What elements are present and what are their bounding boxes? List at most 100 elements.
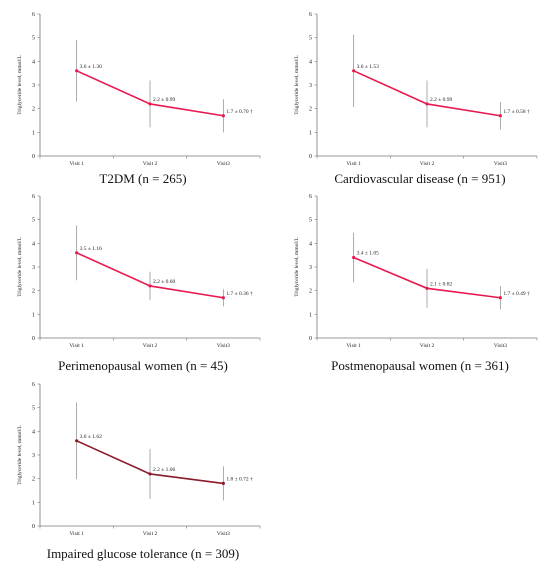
y-tick-label: 0 — [309, 154, 312, 160]
x-tick-label: Visit 1 — [69, 531, 84, 537]
data-point — [75, 251, 79, 255]
y-tick-label: 5 — [309, 36, 312, 42]
y-tick-label: 2 — [32, 289, 35, 295]
data-point — [75, 439, 79, 443]
data-label: 2.2 ± 0.99 — [430, 97, 453, 103]
y-tick-label: 6 — [32, 194, 35, 200]
y-tick-label: 5 — [32, 36, 35, 42]
data-point — [425, 286, 429, 290]
y-axis-label: Triglyceride level, mmol/L — [17, 425, 23, 485]
x-tick-label: Visit3 — [217, 161, 230, 167]
chart-panel-perimenopausal: 0 1 2 3 4 5 6 Visit 1 Visit 2 Visit3 Triglyceride … — [2, 186, 272, 376]
data-label: 3.5 ± 1.16 — [80, 246, 103, 252]
y-tick-label: 1 — [309, 130, 312, 136]
data-point — [221, 114, 225, 118]
y-tick-label: 1 — [309, 312, 312, 318]
x-tick-label: Visit 2 — [420, 161, 435, 167]
chart-caption: Impaired glucose tolerance (n = 309) — [46, 546, 240, 561]
y-axis-label: Triglyceride level, mmol/L — [17, 237, 23, 297]
data-label: 1.7 ± 0.36 † — [226, 291, 253, 297]
y-tick-label: 3 — [309, 265, 312, 271]
chart-svg: 0 1 2 3 4 5 6 Visit 1 Visit 2 Visit3 Triglyceride … — [17, 194, 261, 349]
x-tick-label: Visit 2 — [143, 343, 158, 349]
y-tick-label: 0 — [32, 524, 35, 530]
y-tick-label: 5 — [32, 406, 35, 412]
data-label: 3.6 ± 1.62 — [80, 434, 103, 440]
x-tick-label: Visit3 — [217, 531, 230, 537]
x-tick-label: Visit 1 — [69, 343, 84, 349]
y-tick-label: 6 — [309, 194, 312, 200]
chart-svg: 0 1 2 3 4 5 6 Visit 1 Visit 2 Visit3 Triglyceride … — [17, 382, 261, 537]
y-tick-label: 1 — [32, 500, 35, 506]
data-label: 2.2 ± 0.60 — [153, 279, 176, 285]
chart-panel-postmenopausal: 0 1 2 3 4 5 6 Visit 1 Visit 2 Visit3 Triglyceride … — [279, 186, 549, 376]
y-tick-label: 0 — [32, 154, 35, 160]
y-tick-label: 6 — [32, 382, 35, 388]
data-point — [221, 296, 225, 300]
data-label: 2.2 ± 1.06 — [153, 467, 176, 473]
y-tick-label: 1 — [32, 312, 35, 318]
y-tick-label: 4 — [32, 429, 35, 435]
y-tick-label: 3 — [32, 453, 35, 459]
data-label: 3.6 ± 1.30 — [80, 64, 103, 70]
y-tick-label: 4 — [32, 241, 35, 247]
data-point — [221, 481, 225, 485]
y-tick-label: 2 — [32, 477, 35, 483]
y-tick-label: 3 — [32, 83, 35, 89]
y-tick-label: 4 — [309, 241, 312, 247]
y-tick-label: 0 — [32, 336, 35, 342]
y-axis-label: Triglyceride level, mmol/L — [294, 55, 300, 115]
x-tick-label: Visit 1 — [346, 343, 361, 349]
data-point — [498, 296, 502, 300]
y-tick-label: 2 — [32, 107, 35, 113]
x-tick-label: Visit 2 — [143, 161, 158, 167]
data-label: 2.2 ± 0.99 — [153, 97, 176, 103]
chart-panel-igt: 0 1 2 3 4 5 6 Visit 1 Visit 2 Visit3 Triglyceride … — [2, 374, 272, 564]
chart-svg: 0 1 2 3 4 5 6 Visit 1 Visit 2 Visit3 Triglyceride … — [294, 12, 538, 167]
chart-panel-t2dm: 0 1 2 3 4 5 6 Visit 1 Visit 2 Visit3 Triglyceride … — [2, 4, 272, 194]
data-label: 1.7 ± 0.70 † — [226, 109, 253, 115]
x-tick-label: Visit 2 — [420, 343, 435, 349]
data-label: 1.8 ± 0.72 † — [226, 476, 253, 482]
y-axis-label: Triglyceride level, mmol/L — [294, 237, 300, 297]
y-tick-label: 4 — [309, 59, 312, 65]
y-tick-label: 1 — [32, 130, 35, 136]
data-label: 3.4 ± 1.05 — [357, 251, 380, 257]
chart-caption: Cardiovascular disease (n = 951) — [334, 171, 506, 186]
x-tick-label: Visit3 — [494, 343, 507, 349]
y-tick-label: 3 — [309, 83, 312, 89]
data-label: 2.1 ± 0.82 — [430, 281, 453, 287]
data-label: 1.7 ± 0.58 † — [503, 109, 530, 115]
data-point — [148, 102, 152, 106]
chart-caption: Perimenopausal women (n = 45) — [58, 358, 228, 373]
chart-svg: 0 1 2 3 4 5 6 Visit 1 Visit 2 Visit3 Triglyceride … — [294, 194, 538, 349]
y-axis-label: Triglyceride level, mmol/L — [17, 55, 23, 115]
y-tick-label: 4 — [32, 59, 35, 65]
y-tick-label: 6 — [309, 12, 312, 18]
x-tick-label: Visit3 — [217, 343, 230, 349]
chart-caption: T2DM (n = 265) — [99, 171, 187, 186]
y-tick-label: 5 — [309, 218, 312, 224]
x-tick-label: Visit 2 — [143, 531, 158, 537]
data-point — [148, 472, 152, 476]
data-point — [352, 69, 356, 73]
y-tick-label: 6 — [32, 12, 35, 18]
chart-panel-cardiovascular: 0 1 2 3 4 5 6 Visit 1 Visit 2 Visit3 Triglyceride … — [279, 4, 549, 194]
y-tick-label: 3 — [32, 265, 35, 271]
chart-svg: 0 1 2 3 4 5 6 Visit 1 Visit 2 Visit3 Triglyceride … — [17, 12, 261, 167]
y-tick-label: 2 — [309, 289, 312, 295]
data-point — [352, 255, 356, 260]
chart-caption: Postmenopausal women (n = 361) — [331, 358, 509, 373]
y-tick-label: 5 — [32, 218, 35, 224]
y-tick-label: 2 — [309, 107, 312, 113]
data-point — [498, 114, 502, 118]
x-tick-label: Visit 1 — [69, 161, 84, 167]
x-tick-label: Visit3 — [494, 161, 507, 167]
data-point — [148, 284, 152, 288]
y-tick-label: 0 — [309, 336, 312, 342]
data-point — [75, 69, 79, 73]
data-label: 3.6 ± 1.53 — [357, 64, 380, 70]
data-label: 1.7 ± 0.49 † — [503, 291, 530, 297]
data-point — [425, 102, 429, 106]
x-tick-label: Visit 1 — [346, 161, 361, 167]
